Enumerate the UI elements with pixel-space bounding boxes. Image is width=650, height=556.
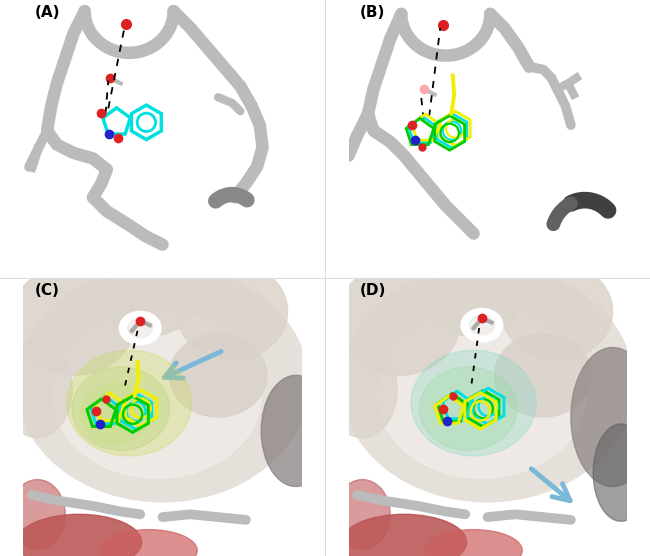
Ellipse shape	[419, 367, 517, 450]
Text: (C): (C)	[34, 282, 60, 297]
Ellipse shape	[170, 334, 266, 417]
Ellipse shape	[341, 266, 634, 502]
Ellipse shape	[378, 311, 586, 478]
Ellipse shape	[16, 266, 309, 502]
Text: (A): (A)	[34, 4, 60, 19]
Ellipse shape	[501, 262, 612, 360]
Ellipse shape	[495, 334, 592, 417]
Ellipse shape	[176, 262, 287, 360]
Ellipse shape	[341, 514, 467, 556]
Ellipse shape	[66, 350, 192, 456]
Ellipse shape	[328, 340, 397, 438]
Text: (D): (D)	[359, 282, 386, 297]
Ellipse shape	[128, 318, 153, 337]
Ellipse shape	[336, 264, 461, 375]
Ellipse shape	[16, 514, 142, 556]
Ellipse shape	[81, 384, 150, 445]
Ellipse shape	[3, 340, 72, 438]
Ellipse shape	[10, 479, 65, 549]
Ellipse shape	[72, 367, 170, 450]
Ellipse shape	[411, 350, 536, 456]
Text: (B): (B)	[359, 4, 385, 19]
Ellipse shape	[461, 309, 503, 342]
Ellipse shape	[261, 375, 331, 486]
Ellipse shape	[469, 315, 495, 335]
Ellipse shape	[120, 311, 161, 345]
Ellipse shape	[571, 348, 650, 486]
Ellipse shape	[425, 259, 522, 336]
Ellipse shape	[100, 259, 197, 336]
Ellipse shape	[100, 529, 197, 556]
Ellipse shape	[425, 529, 522, 556]
Ellipse shape	[593, 424, 649, 522]
Ellipse shape	[53, 311, 261, 478]
Ellipse shape	[11, 264, 136, 375]
Ellipse shape	[335, 479, 390, 549]
